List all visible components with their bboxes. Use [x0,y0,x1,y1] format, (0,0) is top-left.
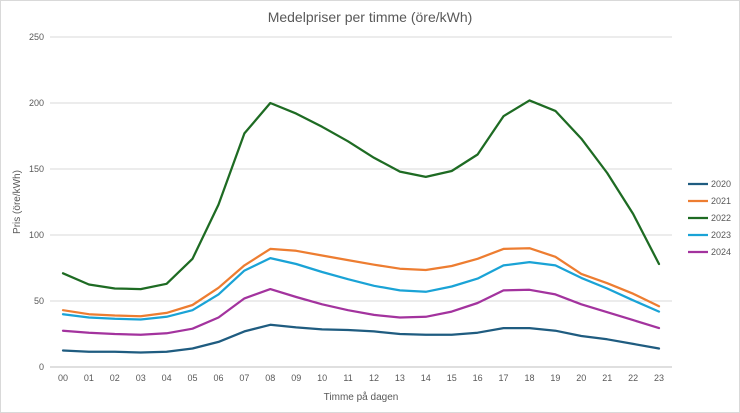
y-axis-label: Pris (öre/kWh) [12,170,23,234]
x-tick-label: 04 [162,373,172,383]
gridlines [50,36,672,368]
x-tick-label: 06 [213,373,223,383]
y-tick-label: 200 [29,98,44,108]
x-tick-label: 21 [602,373,612,383]
x-tick-label: 17 [499,373,509,383]
x-tick-label: 10 [317,373,327,383]
x-tick-label: 18 [524,373,534,383]
x-axis-label: Timme på dagen [324,391,399,403]
legend-label-2024: 2024 [711,247,731,257]
x-tick-label: 02 [110,373,120,383]
x-tick-label: 20 [576,373,586,383]
y-tick-label: 0 [39,362,44,372]
series-lines [61,99,661,354]
x-tick-label: 14 [421,373,431,383]
x-tick-label: 05 [188,373,198,383]
legend-label-2022: 2022 [711,213,731,223]
legend-label-2023: 2023 [711,230,731,240]
x-tick-label: 08 [265,373,275,383]
chart-title: Medelpriser per timme (öre/kWh) [268,9,473,25]
x-tick-labels: 00 01 02 03 04 05 06 07 08 09 10 11 12 13 14 15 16 17 18 19… [58,373,664,383]
x-tick-label: 03 [136,373,146,383]
x-tick-label: 00 [58,373,68,383]
series-line-2024 [61,287,661,336]
y-tick-label: 150 [29,164,44,174]
x-tick-label: 01 [84,373,94,383]
legend: 2020 2021 2022 2023 2024 [688,179,731,257]
series-line-2021 [61,247,661,318]
x-tick-label: 16 [473,373,483,383]
x-tick-label: 23 [654,373,664,383]
x-tick-label: 15 [447,373,457,383]
x-tick-label: 13 [395,373,405,383]
x-tick-label: 12 [369,373,379,383]
y-tick-labels: 0 50 100 150 200 250 [29,32,44,372]
x-tick-label: 22 [628,373,638,383]
x-tick-label: 19 [550,373,560,383]
series-line-2020 [61,323,661,354]
y-tick-label: 50 [34,296,44,306]
x-tick-label: 07 [239,373,249,383]
x-tick-label: 11 [343,373,352,383]
legend-label-2020: 2020 [711,179,731,189]
x-tick-label: 09 [291,373,301,383]
y-tick-label: 250 [29,32,44,42]
series-line-2022 [61,99,661,291]
series-line-2023 [61,256,661,321]
legend-label-2021: 2021 [711,196,731,206]
y-tick-label: 100 [29,230,44,240]
